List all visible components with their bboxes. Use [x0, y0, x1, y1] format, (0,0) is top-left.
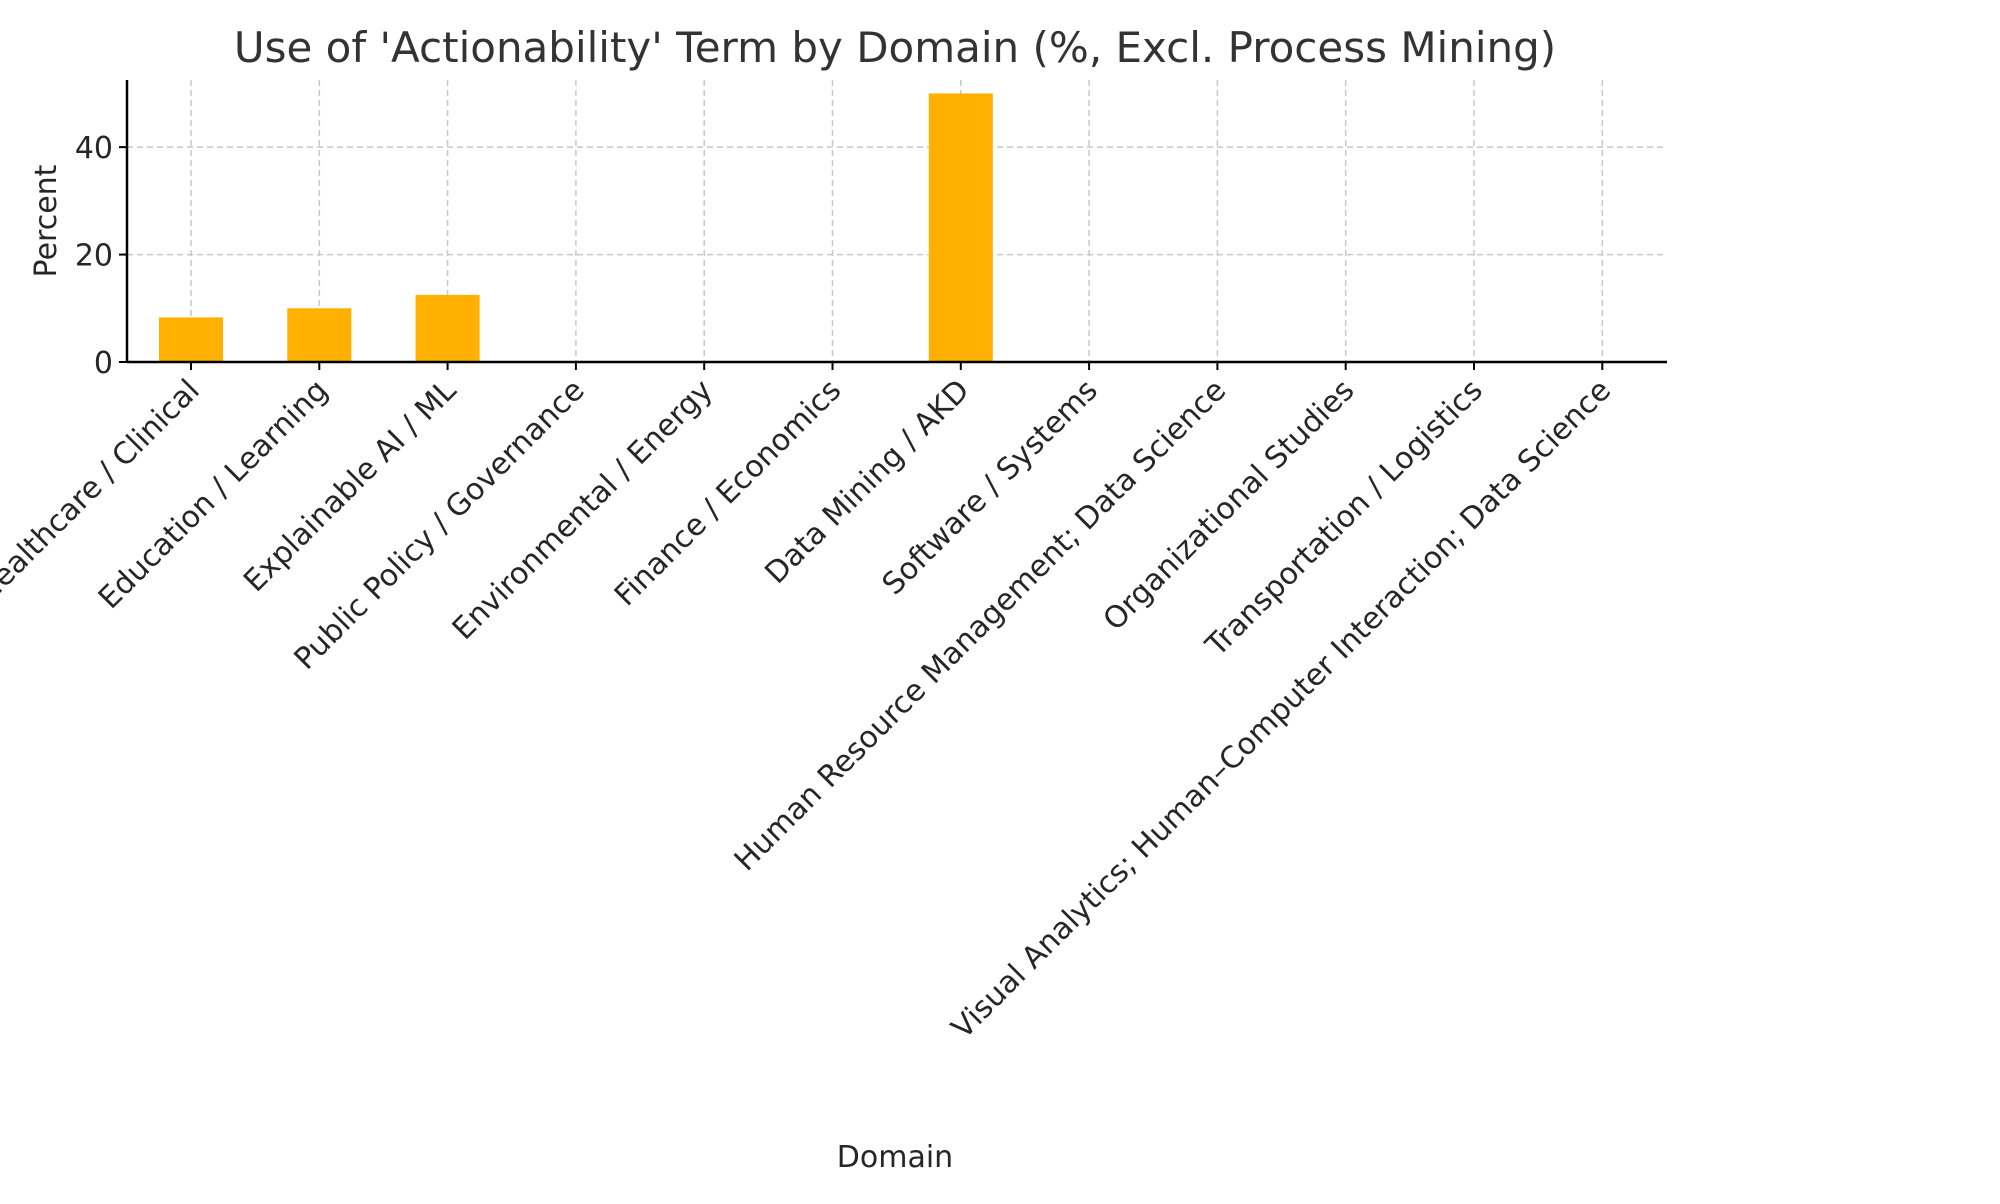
x-tick-label: Finance / Economics: [608, 373, 848, 613]
x-tick-label: Healthcare / Clinical: [0, 373, 207, 611]
chart-title: Use of 'Actionability' Term by Domain (%…: [234, 23, 1556, 72]
axes: [125, 80, 1667, 364]
bars: [159, 93, 993, 362]
y-axis-label: Percent: [29, 164, 64, 277]
x-tick-label: Explainable AI / ML: [237, 373, 463, 599]
y-tick-label: 40: [75, 131, 113, 166]
x-axis-label: Domain: [837, 1140, 953, 1175]
y-tick-label: 20: [75, 239, 113, 274]
grid-lines: [127, 80, 1667, 362]
x-tick-label: Transportation / Logistics: [1199, 373, 1490, 664]
x-tick-label: Software / Systems: [876, 373, 1105, 602]
x-tick-label: Education / Learning: [92, 373, 335, 616]
x-tick-label: Environmental / Energy: [446, 373, 720, 647]
x-tick-label: Organizational Studies: [1097, 373, 1362, 638]
bar: [159, 317, 223, 362]
bar: [287, 308, 352, 362]
y-ticks: 0 20 40: [75, 131, 127, 381]
y-tick-label: 0: [94, 346, 113, 381]
bar: [928, 93, 993, 362]
bar: [415, 294, 480, 362]
x-tick-label: Human Resource Management; Data Science: [728, 373, 1233, 878]
